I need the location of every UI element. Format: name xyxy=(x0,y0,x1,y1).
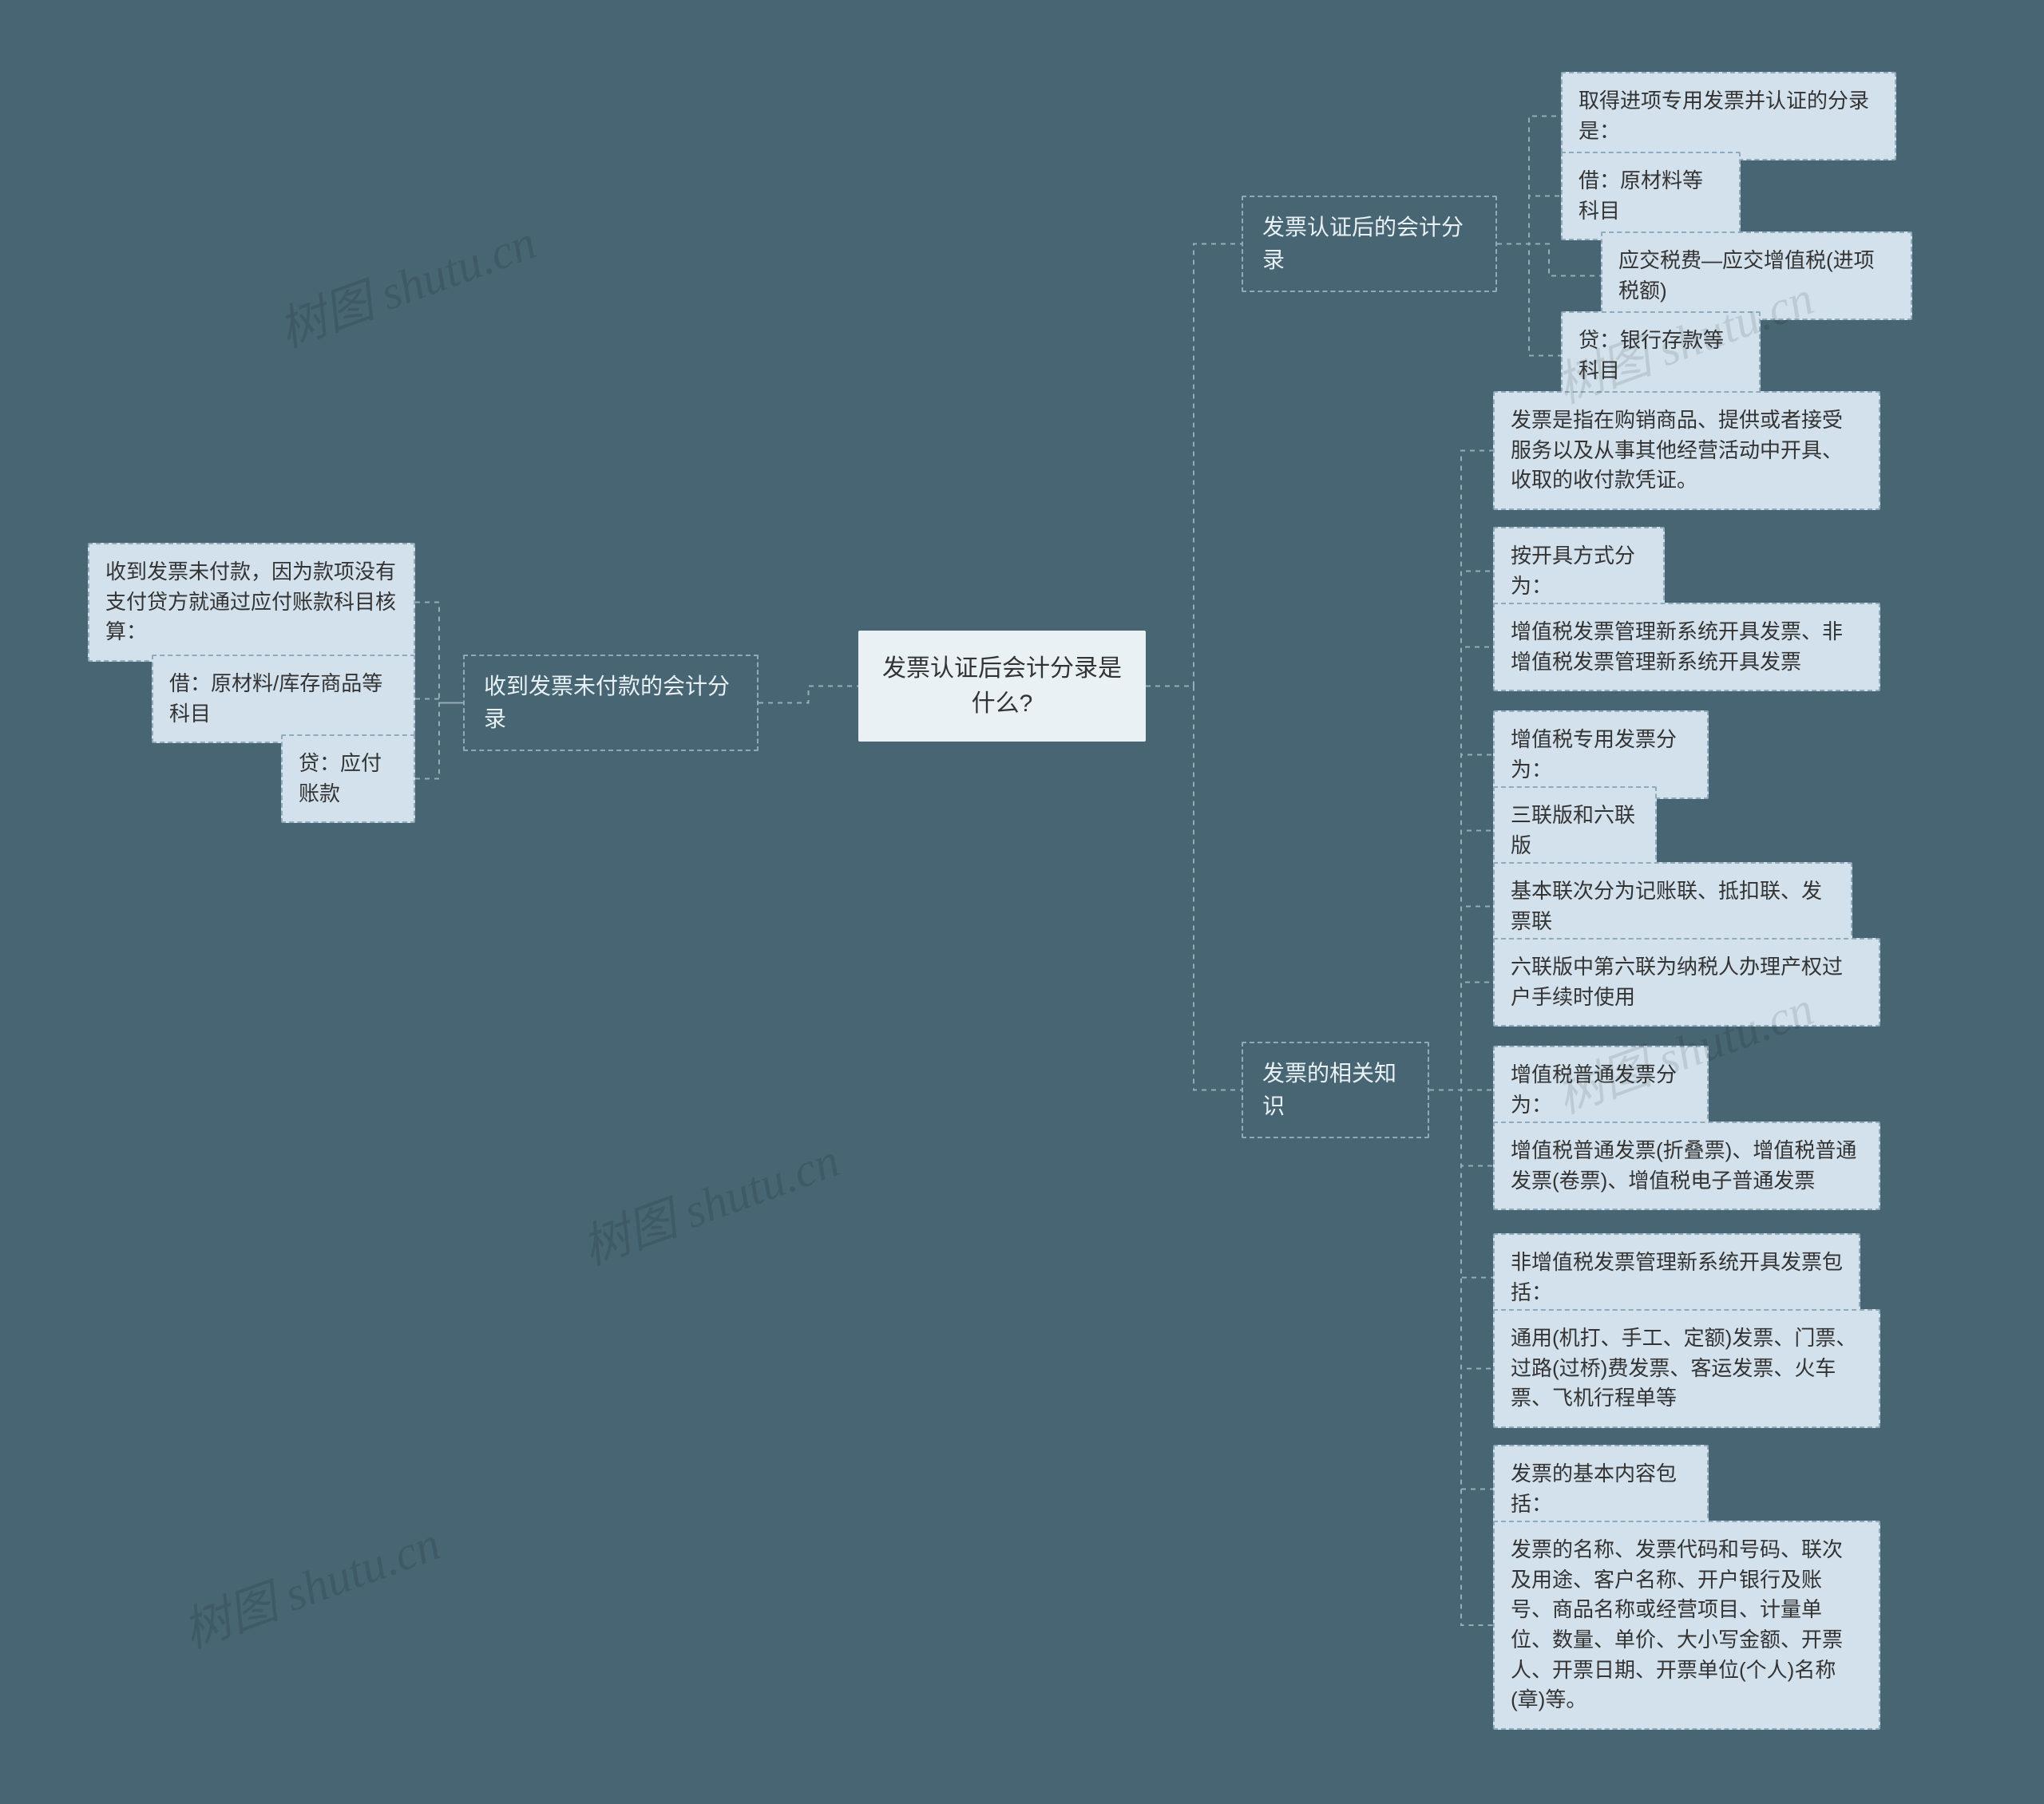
leaf-node-label: 增值税普通发票分为： xyxy=(1511,1062,1677,1117)
leaf-node-label: 借：原材料/库存商品等科目 xyxy=(169,671,382,726)
branch-node-label: 收到发票未付款的会计分录 xyxy=(484,674,730,731)
branch-node[interactable]: 收到发票未付款的会计分录 xyxy=(463,655,759,751)
watermark: 树图 shutu.cn xyxy=(571,1122,847,1279)
leaf-node-label: 通用(机打、手工、定额)发票、门票、过路(过桥)费发票、客运发票、火车票、飞机行… xyxy=(1511,1326,1856,1410)
leaf-node[interactable]: 贷：应付账款 xyxy=(281,734,415,823)
leaf-node[interactable]: 增值税发票管理新系统开具发票、非增值税发票管理新系统开具发票 xyxy=(1493,603,1880,691)
leaf-node[interactable]: 借：原材料/库存商品等科目 xyxy=(152,655,415,743)
leaf-node-label: 增值税发票管理新系统开具发票、非增值税发票管理新系统开具发票 xyxy=(1511,619,1843,674)
leaf-node-label: 发票的名称、发票代码和号码、联次及用途、客户名称、开户银行及账号、商品名称或经营… xyxy=(1511,1537,1843,1711)
center-node[interactable]: 发票认证后会计分录是什么? xyxy=(858,631,1146,742)
leaf-node-label: 贷：银行存款等科目 xyxy=(1579,328,1724,382)
leaf-node-label: 发票的基本内容包括： xyxy=(1511,1462,1677,1516)
leaf-node[interactable]: 收到发票未付款，因为款项没有支付贷方就通过应付账款科目核算： xyxy=(88,543,415,662)
leaf-node-label: 按开具方式分为： xyxy=(1511,544,1635,598)
leaf-node-label: 应交税费—应交增值税(进项税额) xyxy=(1618,248,1875,303)
leaf-node[interactable]: 取得进项专用发票并认证的分录是： xyxy=(1561,72,1896,160)
watermark: 树图 shutu.cn xyxy=(172,1505,448,1662)
leaf-node[interactable]: 发票是指在购销商品、提供或者接受服务以及从事其他经营活动中开具、收取的收付款凭证… xyxy=(1493,391,1880,510)
leaf-node-label: 基本联次分为记账联、抵扣联、发票联 xyxy=(1511,879,1822,933)
leaf-node[interactable]: 发票的名称、发票代码和号码、联次及用途、客户名称、开户银行及账号、商品名称或经营… xyxy=(1493,1521,1880,1730)
leaf-node[interactable]: 增值税普通发票(折叠票)、增值税普通发票(卷票)、增值税电子普通发票 xyxy=(1493,1122,1880,1210)
leaf-node-label: 借：原材料等科目 xyxy=(1579,168,1703,223)
leaf-node[interactable]: 应交税费—应交增值税(进项税额) xyxy=(1601,231,1912,320)
leaf-node[interactable]: 六联版中第六联为纳税人办理产权过户手续时使用 xyxy=(1493,938,1880,1027)
leaf-node-label: 贷：应付账款 xyxy=(299,751,382,805)
center-node-label: 发票认证后会计分录是什么? xyxy=(882,655,1122,717)
branch-node-label: 发票的相关知识 xyxy=(1262,1061,1396,1118)
watermark: 树图 shutu.cn xyxy=(267,204,544,361)
leaf-node-label: 发票是指在购销商品、提供或者接受服务以及从事其他经营活动中开具、收取的收付款凭证… xyxy=(1511,408,1843,492)
leaf-node-label: 非增值税发票管理新系统开具发票包括： xyxy=(1511,1250,1843,1304)
leaf-node[interactable]: 贷：银行存款等科目 xyxy=(1561,311,1761,400)
branch-node-label: 发票认证后的会计分录 xyxy=(1262,215,1464,272)
branch-node[interactable]: 发票认证后的会计分录 xyxy=(1242,196,1497,292)
leaf-node-label: 六联版中第六联为纳税人办理产权过户手续时使用 xyxy=(1511,955,1843,1009)
leaf-node-label: 增值税普通发票(折叠票)、增值税普通发票(卷票)、增值税电子普通发票 xyxy=(1511,1138,1856,1193)
leaf-node[interactable]: 借：原材料等科目 xyxy=(1561,152,1741,240)
leaf-node-label: 取得进项专用发票并认证的分录是： xyxy=(1579,89,1869,143)
leaf-node[interactable]: 通用(机打、手工、定额)发票、门票、过路(过桥)费发票、客运发票、火车票、飞机行… xyxy=(1493,1309,1880,1428)
leaf-node-label: 收到发票未付款，因为款项没有支付贷方就通过应付账款科目核算： xyxy=(105,560,396,643)
branch-node[interactable]: 发票的相关知识 xyxy=(1242,1042,1429,1138)
leaf-node-label: 三联版和六联版 xyxy=(1511,803,1635,857)
leaf-node-label: 增值税专用发票分为： xyxy=(1511,727,1677,781)
